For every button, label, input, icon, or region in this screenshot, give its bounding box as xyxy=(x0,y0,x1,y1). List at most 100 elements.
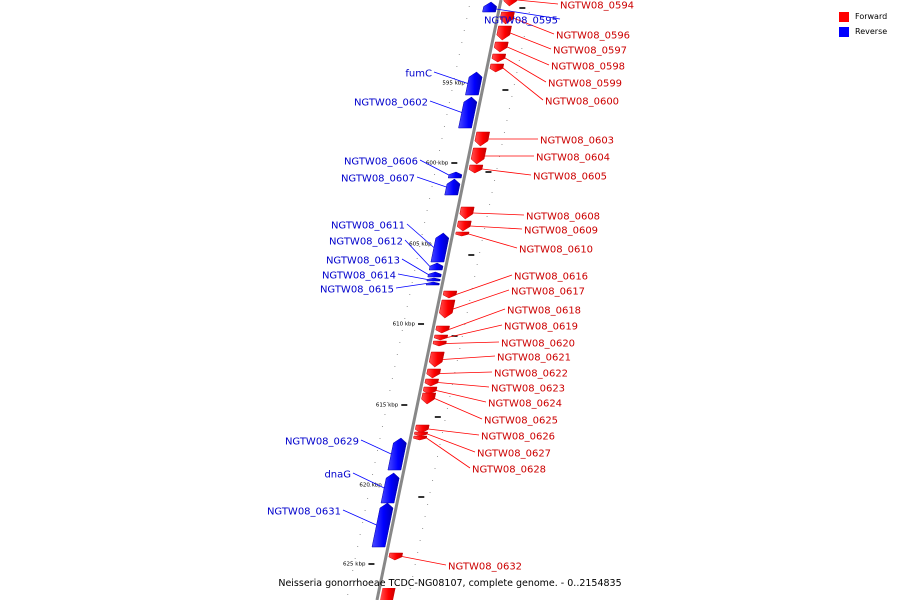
gene-label-ngtw08_0615[interactable]: NGTW08_0615 xyxy=(320,285,394,296)
dot xyxy=(421,234,423,235)
gene-label-ngtw08_0629[interactable]: NGTW08_0629 xyxy=(285,437,359,448)
gene-features xyxy=(371,0,518,600)
gene-feature-fragment xyxy=(380,588,396,600)
gene-label-ngtw08_0608[interactable]: NGTW08_0608 xyxy=(526,212,600,223)
gene-label-ngtw08_0625[interactable]: NGTW08_0625 xyxy=(484,416,558,427)
gene-label-ngtw08_0606[interactable]: NGTW08_0606 xyxy=(344,157,418,168)
gene-label-ngtw08_0604[interactable]: NGTW08_0604 xyxy=(536,153,610,164)
gene-label-ngtw08_0605[interactable]: NGTW08_0605 xyxy=(533,172,607,183)
gene-label-dnag[interactable]: dnaG xyxy=(324,470,351,481)
gene-label-ngtw08_0595[interactable]: NGTW08_0595 xyxy=(484,16,558,27)
dot xyxy=(349,582,351,583)
gene-feature-ngtw08_0622[interactable] xyxy=(426,368,442,379)
dot xyxy=(528,12,530,13)
gene-feature-ngtw08_0624[interactable] xyxy=(422,386,438,395)
gene-label-fumc[interactable]: fumC xyxy=(405,69,432,80)
gene-label-ngtw08_0623[interactable]: NGTW08_0623 xyxy=(491,384,565,395)
dot xyxy=(424,222,426,223)
gene-feature-ngtw08_0605[interactable] xyxy=(468,164,484,174)
gene-label-ngtw08_0607[interactable]: NGTW08_0607 xyxy=(341,174,415,185)
gene-feature-ngtw08_0615[interactable] xyxy=(425,281,440,286)
gene-feature-ngtw08_0603[interactable] xyxy=(474,131,491,147)
gene-label-ngtw08_0597[interactable]: NGTW08_0597 xyxy=(553,46,627,57)
gene-feature-ngtw08_0607[interactable] xyxy=(444,178,461,196)
gene-label-ngtw08_0620[interactable]: NGTW08_0620 xyxy=(501,339,575,350)
gene-label-ngtw08_0617[interactable]: NGTW08_0617 xyxy=(511,287,585,298)
gene-feature-ngtw08_0594[interactable] xyxy=(503,0,518,7)
gene-feature-ngtw08_0631[interactable] xyxy=(371,502,394,548)
dot xyxy=(424,516,426,517)
gene-label-ngtw08_0598[interactable]: NGTW08_0598 xyxy=(551,62,625,73)
gene-feature-ngtw08_0604[interactable] xyxy=(470,147,487,165)
gene-feature-ngtw08_0616[interactable] xyxy=(442,290,458,299)
dot xyxy=(508,108,510,109)
gene-label-ngtw08_0626[interactable]: NGTW08_0626 xyxy=(481,432,555,443)
gene-feature-ngtw08_0595[interactable] xyxy=(482,1,497,13)
gene-feature-ngtw08_0628[interactable] xyxy=(413,435,428,441)
gene-feature-ngtw08_0600[interactable] xyxy=(489,63,505,73)
gene-feature-ngtw08_0623[interactable] xyxy=(424,378,440,387)
gene-label-ngtw08_0609[interactable]: NGTW08_0609 xyxy=(524,226,598,237)
gene-feature-ngtw08_0618[interactable] xyxy=(435,325,450,334)
gene-label-ngtw08_0628[interactable]: NGTW08_0628 xyxy=(472,465,546,476)
dot xyxy=(404,318,406,319)
gene-label-ngtw08_0632[interactable]: NGTW08_0632 xyxy=(448,562,522,573)
gene-feature-ngtw08_0611[interactable] xyxy=(430,232,450,263)
gene-feature-ngtw08_0617[interactable] xyxy=(439,299,456,319)
scale-tick-label: 605 kbp xyxy=(409,242,432,248)
gene-feature-ngtw08_0620[interactable] xyxy=(432,340,447,347)
dot xyxy=(456,360,458,361)
gene-feature-ngtw08_0613[interactable] xyxy=(427,271,442,278)
gene-label-ngtw08_0599[interactable]: NGTW08_0599 xyxy=(548,79,622,90)
gene-feature-ngtw08_0608[interactable] xyxy=(459,206,475,220)
gene-label-ngtw08_0616[interactable]: NGTW08_0616 xyxy=(514,272,588,283)
gene-label-ngtw08_0621[interactable]: NGTW08_0621 xyxy=(497,353,571,364)
gene-feature-ngtw08_0614[interactable] xyxy=(426,277,441,282)
gene-feature-ngtw08_0632[interactable] xyxy=(388,552,404,561)
gene-label-ngtw08_0603[interactable]: NGTW08_0603 xyxy=(540,136,614,147)
gene-label-ngtw08_0613[interactable]: NGTW08_0613 xyxy=(326,256,400,267)
gene-label-ngtw08_0594[interactable]: NGTW08_0594 xyxy=(560,1,634,12)
gene-feature-ngtw08_0598[interactable] xyxy=(493,41,509,53)
gene-feature-ngtw08_0625[interactable] xyxy=(421,392,437,405)
gene-feature-ngtw08_0610[interactable] xyxy=(455,231,470,237)
gene-label-ngtw08_0596[interactable]: NGTW08_0596 xyxy=(556,31,630,42)
gene-label-ngtw08_0622[interactable]: NGTW08_0622 xyxy=(494,369,568,380)
gene-feature-fumc[interactable] xyxy=(465,71,483,96)
gene-label-ngtw08_0610[interactable]: NGTW08_0610 xyxy=(519,245,593,256)
scale-tick-label: 620 kbp xyxy=(359,483,382,489)
leader-line xyxy=(428,428,480,436)
gene-label-ngtw08_0619[interactable]: NGTW08_0619 xyxy=(504,322,578,333)
gene-label-ngtw08_0602[interactable]: NGTW08_0602 xyxy=(354,98,428,109)
gene-label-ngtw08_0627[interactable]: NGTW08_0627 xyxy=(477,449,551,460)
gene-feature-ngtw08_0619[interactable] xyxy=(433,334,449,341)
gene-feature-ngtw08_0626[interactable] xyxy=(415,424,430,434)
gene-feature-ngtw08_0621[interactable] xyxy=(428,351,445,368)
leader-line xyxy=(453,289,510,310)
gene-label-ngtw08_0600[interactable]: NGTW08_0600 xyxy=(545,97,619,108)
gene-feature-ngtw08_0597[interactable] xyxy=(496,25,512,41)
gene-label-ngtw08_0624[interactable]: NGTW08_0624 xyxy=(488,399,562,410)
legend: Forward Reverse xyxy=(839,9,887,39)
gene-label-ngtw08_0611[interactable]: NGTW08_0611 xyxy=(331,221,405,232)
gene-label-ngtw08_0631[interactable]: NGTW08_0631 xyxy=(267,507,341,518)
gene-label-ngtw08_0614[interactable]: NGTW08_0614 xyxy=(322,271,396,282)
gene-feature-ngtw08_0606[interactable] xyxy=(447,171,463,179)
leader-line xyxy=(406,223,435,248)
gene-feature-ngtw08_0609[interactable] xyxy=(456,220,472,232)
gene-label-ngtw08_0612[interactable]: NGTW08_0612 xyxy=(329,237,403,248)
dot xyxy=(484,228,486,229)
leader-line xyxy=(507,46,550,66)
gene-feature-ngtw08_0612[interactable] xyxy=(428,262,444,271)
dot xyxy=(491,192,493,193)
dot xyxy=(411,282,413,283)
gene-feature-ngtw08_0627[interactable] xyxy=(414,431,428,437)
dot xyxy=(432,480,434,481)
scale-tick-label: 595 kbp xyxy=(442,81,465,87)
gene-label-ngtw08_0618[interactable]: NGTW08_0618 xyxy=(507,306,581,317)
dot xyxy=(463,30,465,31)
gene-feature-ngtw08_0629[interactable] xyxy=(387,437,407,471)
gene-feature-ngtw08_0602[interactable] xyxy=(458,96,478,129)
gene-feature-ngtw08_0599[interactable] xyxy=(491,53,507,63)
gene-feature-ngtw08_0596[interactable] xyxy=(499,11,515,25)
